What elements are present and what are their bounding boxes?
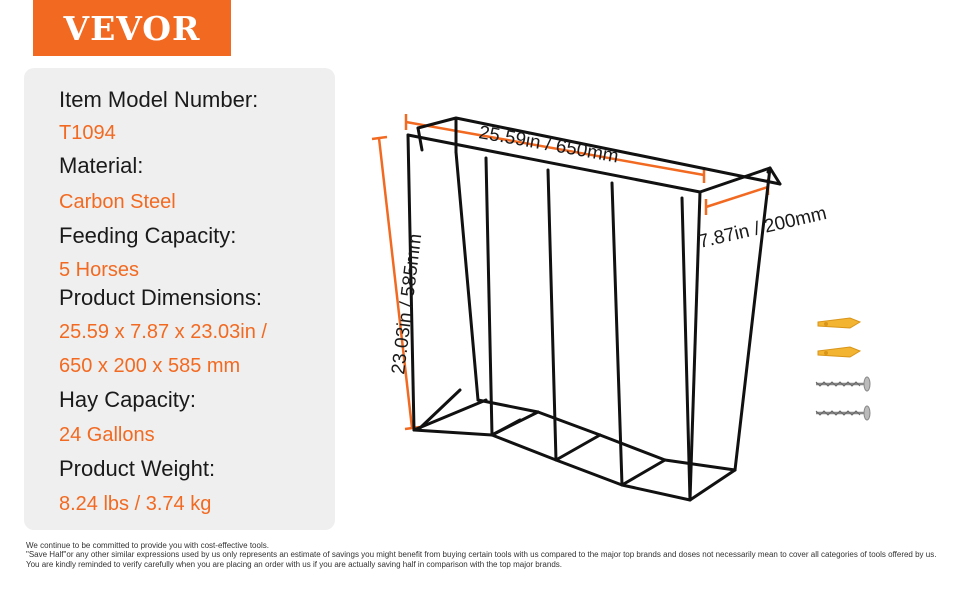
product-illustration: 25.59in / 650mm 7.87in / 200mm 23.03in /… <box>360 90 960 520</box>
spec-label-hay: Hay Capacity: <box>59 387 196 412</box>
spec-label-model: Item Model Number: <box>59 87 259 112</box>
spec-value-dimensions-in: 25.59 x 7.87 x 23.03in / <box>59 321 267 343</box>
vevor-logo: VEVOR <box>33 0 231 56</box>
spec-value-model: T1094 <box>59 122 116 144</box>
spec-label-weight: Product Weight: <box>59 456 216 481</box>
height-dimension-label: 23.03in / 585mm <box>388 233 426 376</box>
logo-text: VEVOR <box>63 8 201 48</box>
hay-rack-drawing: 25.59in / 650mm 7.87in / 200mm 23.03in /… <box>371 114 871 502</box>
spec-label-dimensions: Product Dimensions: <box>59 285 262 310</box>
screw-icon <box>815 376 871 421</box>
disclaimer-line-1: We continue to be committed to provide y… <box>26 541 269 550</box>
spec-label-capacity: Feeding Capacity: <box>59 223 237 248</box>
spec-panel <box>24 68 335 530</box>
depth-dimension-line <box>704 179 770 215</box>
disclaimer-line-3: You are kindly reminded to verify carefu… <box>26 559 562 569</box>
spec-value-material: Carbon Steel <box>59 191 176 213</box>
spec-value-capacity: 5 Horses <box>59 259 140 281</box>
disclaimer: We continue to be committed to provide y… <box>26 541 956 569</box>
spec-value-hay: 24 Gallons <box>59 424 155 446</box>
spec-value-dimensions-mm: 650 x 200 x 585 mm <box>59 355 241 377</box>
spec-value-weight: 8.24 lbs / 3.74 kg <box>59 493 212 515</box>
spec-label-material: Material: <box>59 153 144 178</box>
wall-anchor-icon <box>817 317 862 358</box>
depth-dimension-label: 7.87in / 200mm <box>696 203 828 253</box>
wire-rack <box>406 116 782 502</box>
disclaimer-line-2: "Save Half"or any other similar expressi… <box>26 550 937 560</box>
width-dimension-label: 25.59in / 650mm <box>477 122 620 167</box>
